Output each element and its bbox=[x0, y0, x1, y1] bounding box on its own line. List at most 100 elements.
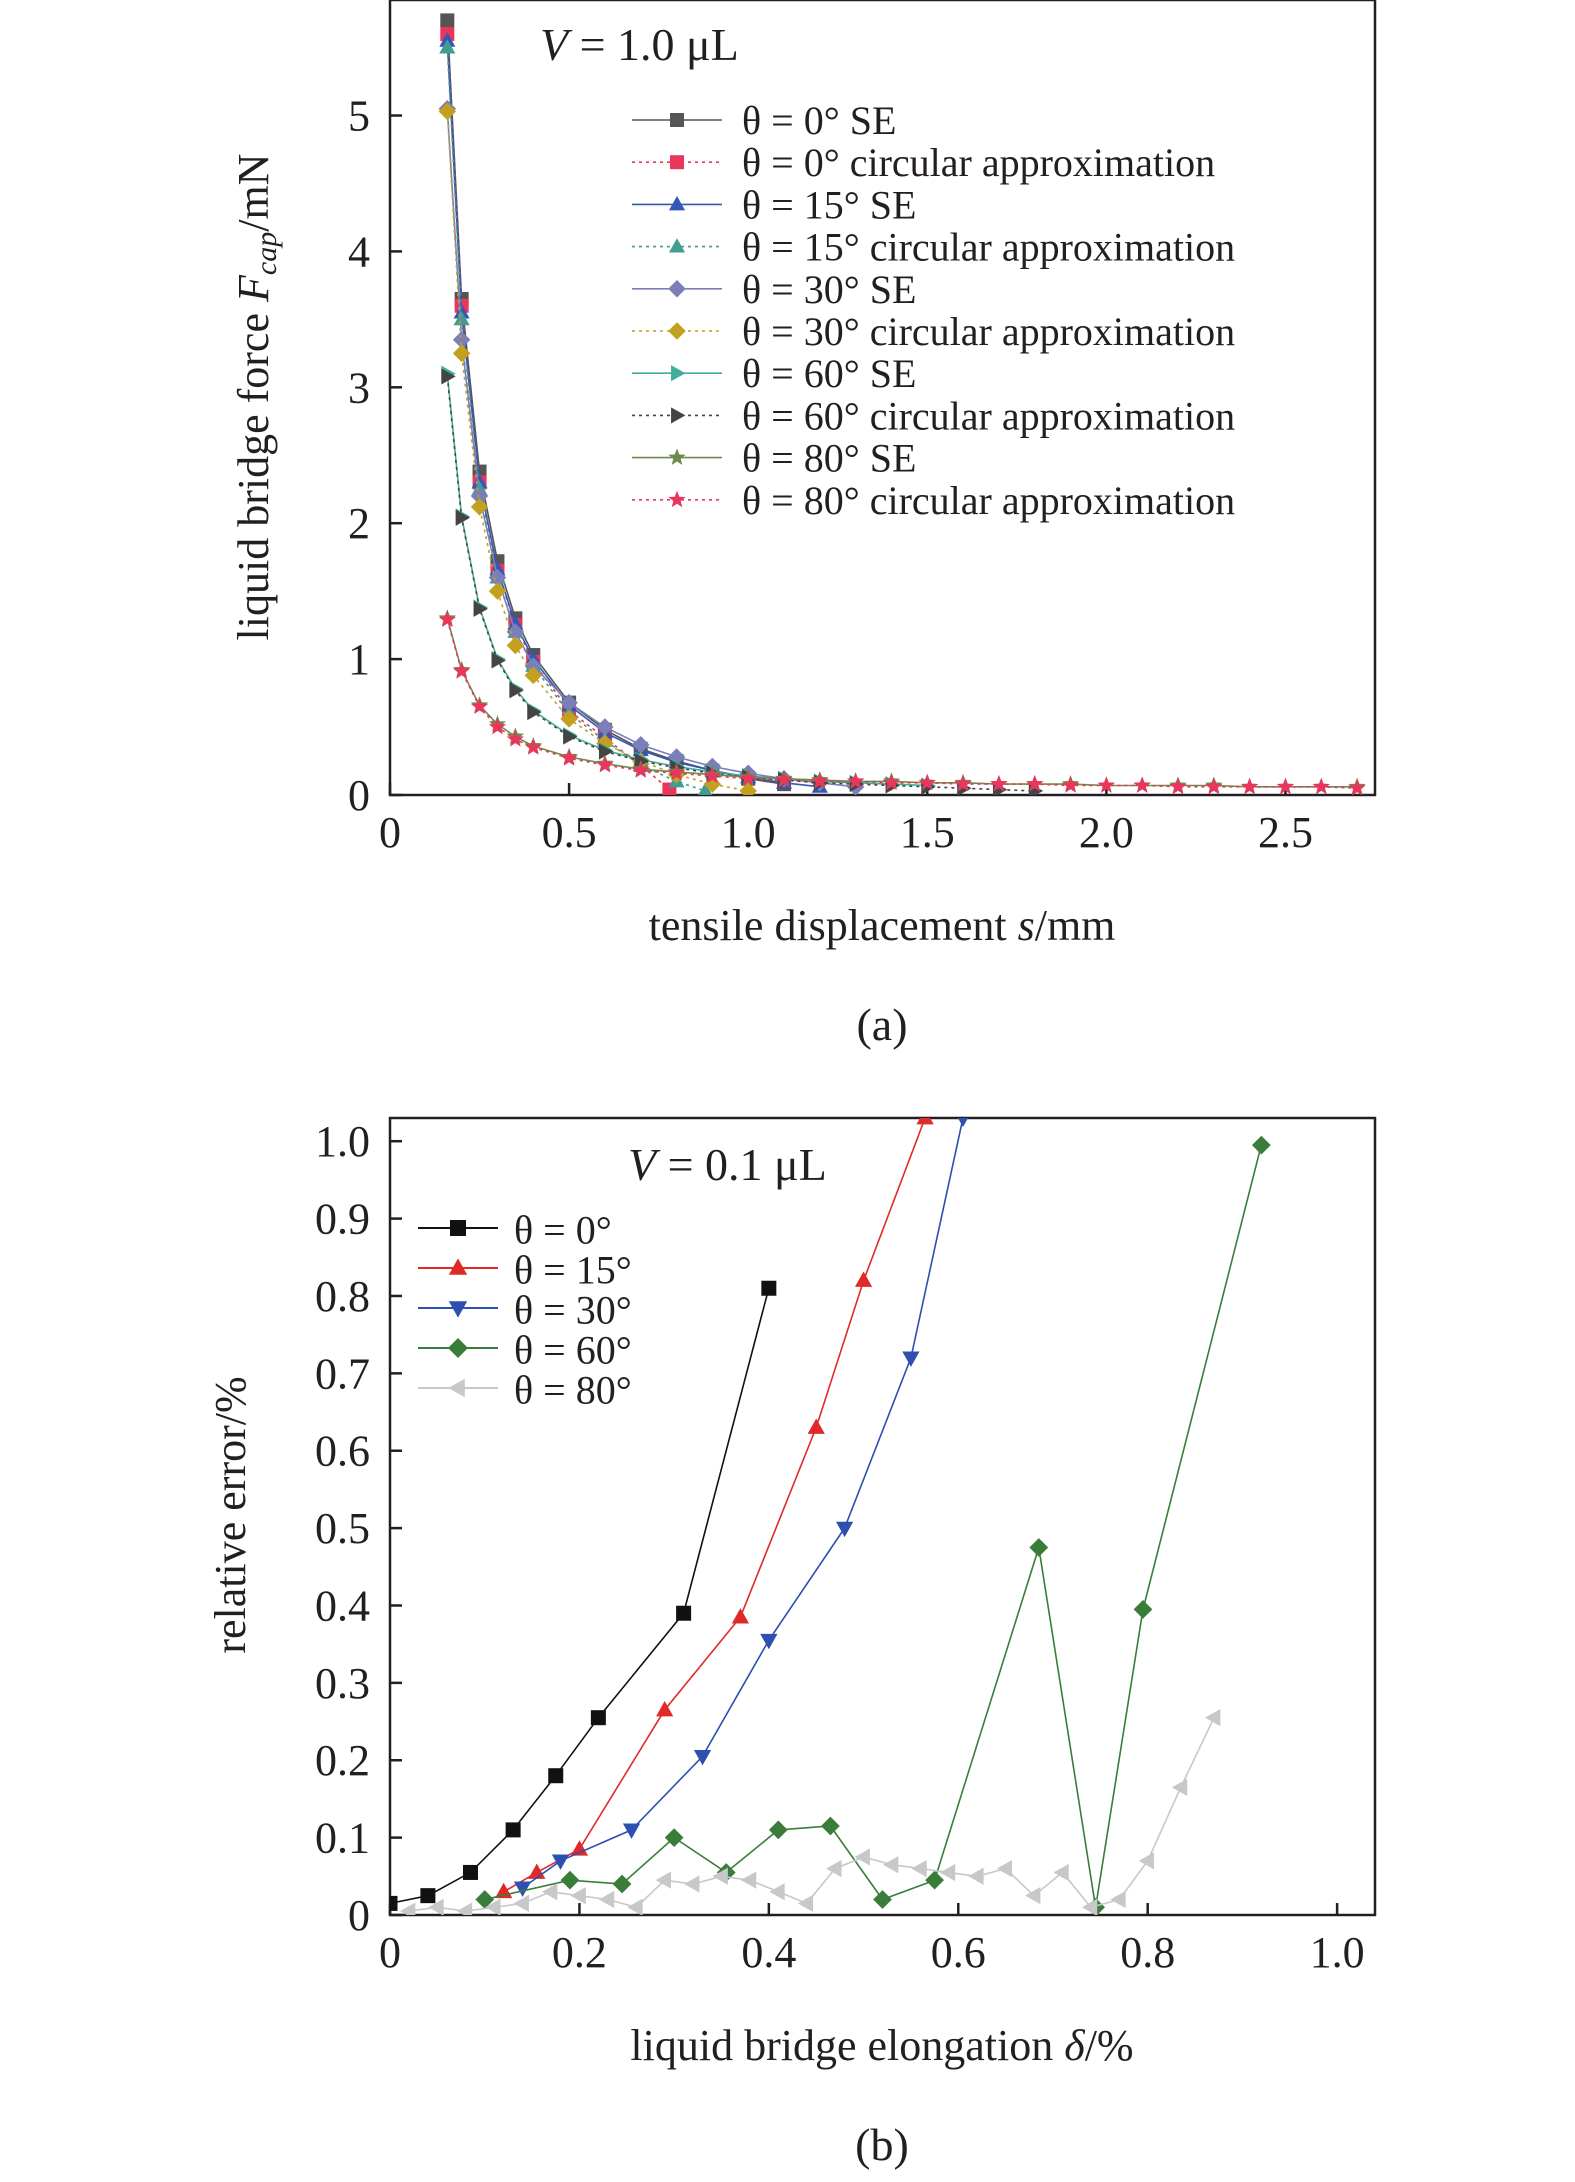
legend-marker bbox=[668, 490, 686, 508]
data-point bbox=[1026, 775, 1044, 792]
series-1 bbox=[440, 26, 677, 795]
data-point bbox=[739, 769, 757, 787]
data-point bbox=[676, 1605, 692, 1621]
legend-marker bbox=[671, 365, 686, 382]
data-point bbox=[996, 1859, 1012, 1878]
data-point bbox=[775, 771, 793, 788]
data-point bbox=[627, 1898, 643, 1915]
legend-entry: θ = 60° bbox=[418, 1327, 632, 1372]
y-tick-label: 0.6 bbox=[315, 1427, 370, 1476]
data-point bbox=[488, 718, 507, 735]
data-point bbox=[1138, 1852, 1155, 1870]
data-point bbox=[911, 1859, 927, 1878]
data-point bbox=[390, 1895, 398, 1911]
y-axis-label-a: liquid bridge force Fcap/mN bbox=[229, 154, 283, 641]
data-point bbox=[506, 636, 525, 655]
x-tick-label: 0.6 bbox=[931, 1928, 986, 1977]
legend-marker bbox=[670, 155, 684, 170]
data-point bbox=[916, 1118, 934, 1125]
x-tick-label: 2.5 bbox=[1258, 808, 1313, 857]
data-point bbox=[1171, 1778, 1188, 1796]
data-point bbox=[524, 666, 543, 685]
data-point bbox=[542, 1883, 558, 1901]
data-point bbox=[622, 1823, 641, 1839]
data-point bbox=[441, 368, 456, 385]
data-point bbox=[488, 582, 507, 600]
data-point bbox=[440, 13, 455, 28]
legend-label: θ = 60° bbox=[514, 1327, 632, 1372]
series-line bbox=[446, 33, 670, 791]
legend-label: θ = 80° SE bbox=[742, 436, 916, 481]
legend-entry: θ = 30° bbox=[418, 1287, 632, 1332]
data-point bbox=[631, 735, 650, 754]
data-point bbox=[453, 662, 471, 679]
data-point bbox=[524, 738, 542, 755]
legend-marker bbox=[668, 322, 686, 340]
data-point bbox=[399, 1902, 416, 1915]
data-point bbox=[1110, 1890, 1126, 1909]
data-point bbox=[847, 772, 865, 789]
data-point bbox=[463, 1864, 479, 1880]
volume-annotation-a: V = 1.0 μL bbox=[540, 19, 739, 70]
data-point bbox=[452, 330, 471, 349]
data-point bbox=[1133, 776, 1151, 793]
legend-marker bbox=[448, 1378, 465, 1398]
data-point bbox=[703, 766, 721, 784]
data-point bbox=[560, 749, 578, 766]
data-point bbox=[513, 1881, 532, 1897]
x-tick-label: 0 bbox=[379, 1928, 401, 1977]
legend-label: θ = 15° bbox=[514, 1247, 632, 1292]
data-point bbox=[455, 509, 471, 526]
data-point bbox=[470, 697, 489, 714]
series-0 bbox=[440, 13, 791, 792]
legend-label: θ = 15° circular approximation bbox=[742, 225, 1235, 270]
data-point bbox=[667, 764, 686, 781]
data-point bbox=[506, 730, 524, 747]
plot-frame-a bbox=[388, 0, 1377, 797]
legend-label: θ = 80° bbox=[514, 1367, 632, 1412]
x-tick-label: 2.0 bbox=[1079, 808, 1134, 857]
data-point bbox=[1348, 779, 1366, 795]
ticks-a: 0 0.5 1.0 1.5 2.0 2.5 0 1 2 3 4 5 bbox=[348, 92, 1313, 857]
legend-entry: θ = 15° circular approximation bbox=[632, 225, 1235, 270]
data-point bbox=[835, 1521, 854, 1538]
caption-a: (a) bbox=[856, 999, 907, 1050]
data-point bbox=[826, 1859, 842, 1878]
data-point bbox=[485, 1898, 501, 1915]
series-line bbox=[446, 20, 785, 785]
caption-b: (b) bbox=[855, 2119, 909, 2170]
data-point bbox=[491, 652, 506, 669]
legend-entry: θ = 30° SE bbox=[632, 267, 916, 312]
x-axis-label-b: liquid bridge elongation δ/% bbox=[630, 2021, 1133, 2070]
series-b bbox=[390, 1118, 1271, 1915]
data-point bbox=[1276, 777, 1295, 795]
x-tick-label: 0 bbox=[379, 808, 401, 857]
data-point bbox=[655, 1871, 672, 1889]
data-point bbox=[740, 1871, 757, 1889]
y-tick-label: 0.8 bbox=[315, 1272, 370, 1321]
data-point bbox=[968, 1867, 984, 1885]
data-point bbox=[698, 782, 713, 795]
y-axis-label-b: relative error/% bbox=[206, 1376, 255, 1653]
data-point bbox=[560, 710, 578, 728]
legend-b: θ = 0°θ = 15°θ = 30°θ = 60°θ = 80° bbox=[418, 1207, 632, 1412]
legend-marker bbox=[450, 1220, 466, 1236]
x-tick-label: 1.0 bbox=[721, 808, 776, 857]
legend-entry: θ = 60° circular approximation bbox=[632, 393, 1235, 438]
data-point bbox=[473, 600, 488, 617]
data-point bbox=[1081, 1898, 1098, 1915]
data-point bbox=[590, 1710, 606, 1726]
data-point bbox=[596, 756, 614, 773]
data-point bbox=[509, 682, 524, 699]
data-point bbox=[807, 1418, 825, 1434]
data-point bbox=[1169, 777, 1187, 795]
data-point bbox=[760, 1633, 778, 1650]
data-point bbox=[768, 1820, 788, 1840]
data-point bbox=[954, 775, 972, 792]
legend-entry: θ = 30° circular approximation bbox=[632, 309, 1235, 354]
data-point bbox=[548, 1768, 564, 1784]
data-point bbox=[990, 775, 1008, 792]
series-9 bbox=[438, 610, 1366, 795]
data-point bbox=[731, 1608, 750, 1624]
data-point bbox=[528, 1863, 546, 1879]
